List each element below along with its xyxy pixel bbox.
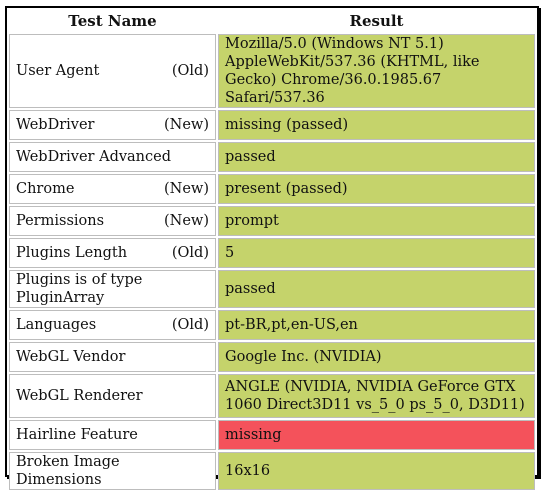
result-cell: Google Inc. (NVIDIA) [218,342,535,372]
test-name: User Agent [16,63,100,79]
test-age-tag: (Old) [171,63,209,79]
test-name-cell: Plugins Length (Old) [9,238,216,268]
table-row-webgl-vendor: WebGL Vendor Google Inc. (NVIDIA) [9,342,535,372]
test-name-cell: Chrome (New) [9,174,216,204]
test-name: Chrome [16,181,75,197]
test-name: WebGL Vendor [16,349,126,365]
test-name-cell: Languages (Old) [9,310,216,340]
result-cell: 5 [218,238,535,268]
table-row-webdriver: WebDriver (New) missing (passed) [9,110,535,140]
test-name-cell: Permissions (New) [9,206,216,236]
test-name: WebGL Renderer [16,388,143,404]
result-cell: present (passed) [218,174,535,204]
results-frame: Test Name Result User Agent (Old) Mozill… [5,6,539,490]
bot-detection-results-table: Test Name Result User Agent (Old) Mozill… [7,8,537,492]
test-name-cell: Plugins is of type PluginArray [9,270,216,308]
result-cell: missing (passed) [218,110,535,140]
result-cell: pt-BR,pt,en-US,en [218,310,535,340]
test-name: WebDriver [16,117,95,133]
test-age-tag: (Old) [171,317,209,333]
test-name: Hairline Feature [16,427,138,443]
table-row-plugins-length: Plugins Length (Old) 5 [9,238,535,268]
test-name-cell: Broken Image Dimensions [9,452,216,490]
result-cell: Mozilla/5.0 (Windows NT 5.1) AppleWebKit… [218,34,535,108]
result-cell: passed [218,142,535,172]
table-row-user-agent: User Agent (Old) Mozilla/5.0 (Windows NT… [9,34,535,108]
result-cell: prompt [218,206,535,236]
column-header-test-name: Test Name [68,12,157,30]
test-name-cell: WebGL Renderer [9,374,216,418]
test-name-cell: WebDriver (New) [9,110,216,140]
test-name: WebDriver Advanced [16,149,172,165]
column-header-result: Result [349,12,404,30]
test-name-cell: WebDriver Advanced [9,142,216,172]
table-row-permissions: Permissions (New) prompt [9,206,535,236]
test-name-cell: User Agent (Old) [9,34,216,108]
table-row-webdriver-advanced: WebDriver Advanced passed [9,142,535,172]
test-age-tag: (Old) [171,245,209,261]
test-age-tag: (New) [164,117,209,133]
table-row-chrome: Chrome (New) present (passed) [9,174,535,204]
table-row-plugins-type: Plugins is of type PluginArray passed [9,270,535,308]
result-cell: ANGLE (NVIDIA, NVIDIA GeForce GTX 1060 D… [218,374,535,418]
test-name-cell: WebGL Vendor [9,342,216,372]
result-cell: 16x16 [218,452,535,490]
test-name: Broken Image Dimensions [16,454,120,488]
test-age-tag: (New) [164,181,209,197]
table-row-hairline-feature: Hairline Feature missing [9,420,535,450]
test-name: Languages [16,317,97,333]
table-row-broken-image-dimensions: Broken Image Dimensions 16x16 [9,452,535,490]
test-name: Plugins Length [16,245,128,261]
test-name: Plugins is of type PluginArray [16,272,143,306]
test-name: Permissions [16,213,105,229]
test-name-cell: Hairline Feature [9,420,216,450]
result-cell-failed: missing [218,420,535,450]
result-cell: passed [218,270,535,308]
table-row-languages: Languages (Old) pt-BR,pt,en-US,en [9,310,535,340]
table-header-row: Test Name Result [9,10,535,32]
test-age-tag: (New) [164,213,209,229]
table-row-webgl-renderer: WebGL Renderer ANGLE (NVIDIA, NVIDIA GeF… [9,374,535,418]
